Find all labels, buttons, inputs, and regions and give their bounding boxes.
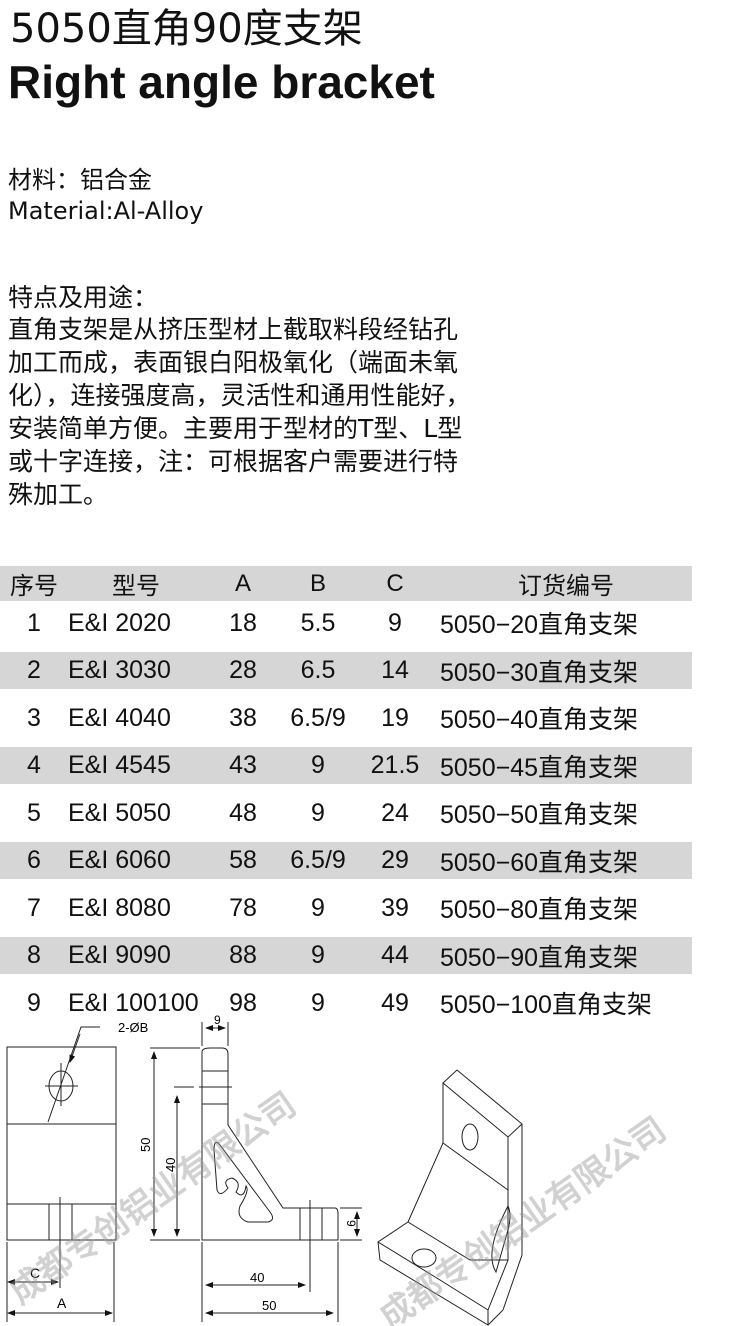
cell-a: 48 [229, 798, 257, 827]
cell-index: 4 [0, 740, 68, 791]
cell-b: 9 [311, 988, 325, 1017]
cell-a: 98 [229, 988, 257, 1017]
cell-c: 9 [388, 608, 402, 637]
header-b: B [282, 566, 354, 601]
cell-model: E&I 8080 [68, 893, 171, 922]
cell-index: 8 [0, 930, 68, 981]
table-row: 4 E&I 4545 43 9 21.5 5050−45直角支架 [0, 740, 692, 791]
title-chinese: 5050直角90度支架 [10, 6, 363, 52]
cell-b: 5.5 [300, 608, 336, 637]
cell-index: 3 [27, 703, 41, 732]
cell-index: 7 [27, 893, 41, 922]
title-english: Right angle bracket [8, 56, 435, 108]
table-row: 1 E&I 2020 18 5.5 9 5050−20直角支架 [0, 601, 692, 649]
table-row: 2 E&I 3030 28 6.5 14 5050−30直角支架 [0, 645, 692, 696]
table-header-row: 序号 型号 A B C 订货编号 [0, 566, 692, 601]
table-row: 7 E&I 8080 78 9 39 5050−80直角支架 [0, 883, 692, 934]
cell-c: 24 [381, 798, 409, 827]
cell-c: 44 [354, 930, 436, 981]
cell-model: E&I 100100 [68, 988, 199, 1017]
cell-a: 18 [229, 608, 257, 637]
cell-b: 9 [282, 740, 354, 791]
cell-b: 9 [311, 798, 325, 827]
header-model: 型号 [68, 566, 204, 601]
features-line: 加工而成，表面银白阳极氧化（端面未氧 [8, 348, 459, 377]
cell-order-no: 5050−90直角支架 [436, 930, 692, 981]
header-a: A [204, 566, 282, 601]
cell-c: 39 [381, 893, 409, 922]
cell-c: 14 [354, 645, 436, 696]
cell-model: E&I 2020 [68, 608, 171, 637]
features-line: 安装简单方便。主要用于型材的T型、L型 [8, 414, 463, 443]
cell-b: 6.5/9 [282, 835, 354, 886]
header-index: 序号 [0, 566, 68, 601]
dim-a-label: A [57, 1295, 67, 1311]
cell-a: 38 [229, 703, 257, 732]
features-line: 化），连接强度高，灵活性和通用性能好， [8, 381, 471, 410]
table-row: 5 E&I 5050 48 9 24 5050−50直角支架 [0, 788, 692, 839]
cell-b: 6.5/9 [290, 703, 346, 732]
cell-b: 9 [311, 893, 325, 922]
table-row: 8 E&I 9090 88 9 44 5050−90直角支架 [0, 930, 692, 981]
table-row: 6 E&I 6060 58 6.5/9 29 5050−60直角支架 [0, 835, 692, 886]
front-view [6, 1026, 117, 1322]
side-view [150, 1022, 362, 1322]
cell-order-no: 5050−50直角支架 [440, 801, 639, 829]
cell-order-no: 5050−45直角支架 [436, 740, 692, 791]
header-order-no: 订货编号 [436, 566, 692, 601]
cell-model: E&I 6060 [68, 835, 204, 886]
cell-model: E&I 4545 [68, 740, 204, 791]
dim-top-width: 9 [214, 1013, 221, 1027]
hole-label: 2-ØB [118, 1020, 148, 1035]
cell-a: 78 [229, 893, 257, 922]
material-chinese: 材料：铝合金 [8, 166, 152, 194]
cell-c: 49 [381, 988, 409, 1017]
cell-order-no: 5050−30直角支架 [436, 645, 692, 696]
cell-a: 43 [204, 740, 282, 791]
cell-order-no: 5050−60直角支架 [436, 835, 692, 886]
watermark-text: 成都专创铝业有限公司 [372, 1110, 673, 1326]
dim-side-9: 9 [344, 1220, 358, 1227]
cell-a: 28 [204, 645, 282, 696]
dim-width-40: 40 [250, 1270, 264, 1285]
header-c: C [354, 566, 436, 601]
table-row: 9 E&I 100100 98 9 49 5050−100直角支架 [0, 978, 692, 1026]
cell-index: 6 [0, 835, 68, 886]
features-line: 殊加工。 [8, 480, 109, 509]
features-line: 直角支架是从挤压型材上截取料段经钻孔 [8, 315, 459, 344]
material-english: Material:Al-Alloy [8, 197, 204, 225]
cell-model: E&I 4040 [68, 703, 171, 732]
cell-index: 1 [27, 608, 41, 637]
technical-drawings: 2-ØB C A 9 50 40 9 40 50 [2, 1013, 673, 1326]
dim-c-label: C [30, 1265, 40, 1281]
cell-order-no: 5050−100直角支架 [440, 991, 652, 1019]
cell-order-no: 5050−40直角支架 [440, 706, 639, 734]
cell-index: 2 [0, 645, 68, 696]
dim-height-50: 50 [138, 1138, 153, 1152]
cell-order-no: 5050−20直角支架 [440, 611, 639, 639]
dim-height-40: 40 [163, 1158, 178, 1172]
isometric-view [377, 1069, 523, 1326]
cell-b: 6.5 [282, 645, 354, 696]
cell-model: E&I 5050 [68, 798, 171, 827]
cell-c: 19 [381, 703, 409, 732]
cell-c: 21.5 [354, 740, 436, 791]
features-line: 或十字连接，注：可根据客户需要进行特 [8, 447, 459, 476]
cell-index: 9 [27, 988, 41, 1017]
cell-a: 88 [204, 930, 282, 981]
cell-model: E&I 3030 [68, 645, 204, 696]
cell-c: 29 [354, 835, 436, 886]
cell-model: E&I 9090 [68, 930, 204, 981]
cell-b: 9 [282, 930, 354, 981]
features-heading: 特点及用途： [8, 283, 159, 312]
spec-table: 序号 型号 A B C 订货编号 1 E&I 2020 18 5.5 9 5050−20直… [0, 566, 692, 1025]
cell-order-no: 5050−80直角支架 [440, 896, 639, 924]
table-row: 3 E&I 4040 38 6.5/9 19 5050−40直角支架 [0, 693, 692, 744]
cell-index: 5 [27, 798, 41, 827]
cell-a: 58 [204, 835, 282, 886]
dim-width-50: 50 [262, 1298, 276, 1313]
